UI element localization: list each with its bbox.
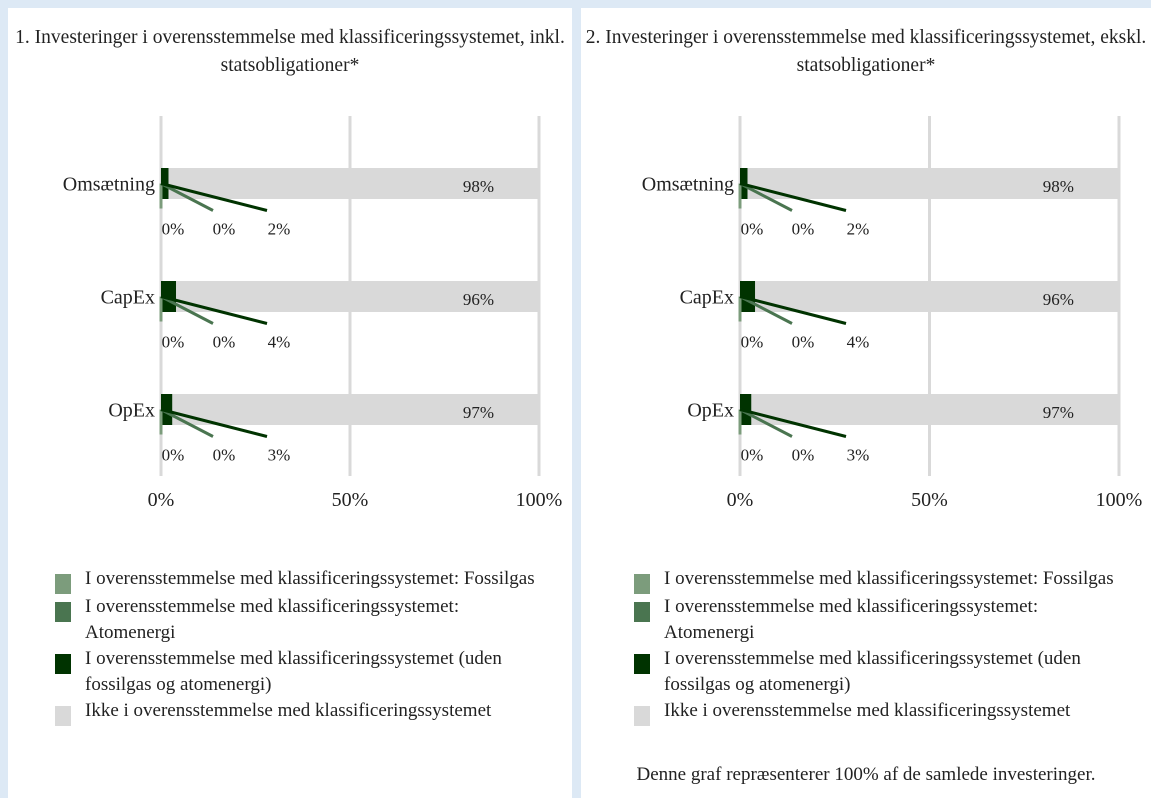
legend-item-not-aligned: Ikke i overensstemmelse med klassificeri… bbox=[55, 698, 535, 726]
legend-label: I overensstemmelse med klassificeringssy… bbox=[85, 568, 535, 589]
legend-label: I overensstemmelse med klassificeringssy… bbox=[664, 568, 1114, 589]
legend-label: Ikke i overensstemmelse med klassificeri… bbox=[664, 700, 1071, 721]
x-tick-label: 50% bbox=[332, 489, 369, 511]
leader-line bbox=[160, 182, 214, 212]
legend-label: Ikke i overensstemmelse med klassificeri… bbox=[85, 700, 492, 721]
chart-panel-2: 2. Investeringer i overensstemmelse med … bbox=[581, 8, 1151, 798]
data-label: 4% bbox=[847, 333, 870, 352]
data-label: 96% bbox=[1043, 290, 1074, 309]
leader-line bbox=[739, 295, 847, 325]
data-label: 98% bbox=[1043, 177, 1074, 196]
category-label: OpEx bbox=[687, 400, 734, 422]
legend-item-fossilgas: I overensstemmelse med klassificeringssy… bbox=[55, 566, 535, 594]
chart-note: Denne graf repræsenterer 100% af de saml… bbox=[636, 764, 1096, 785]
leader-line bbox=[160, 295, 214, 325]
data-label: 97% bbox=[463, 403, 494, 422]
data-label: 0% bbox=[792, 446, 815, 465]
data-label: 0% bbox=[162, 333, 185, 352]
bar-segment bbox=[172, 394, 539, 425]
chart-panel-1: 1. Investeringer i overensstemmelse med … bbox=[8, 8, 572, 798]
legend-swatch bbox=[55, 706, 71, 726]
legend-swatch bbox=[634, 574, 650, 594]
category-label: OpEx bbox=[108, 400, 155, 422]
data-label: 0% bbox=[162, 220, 185, 239]
bar-chart: 0% 50% 100% Omsætning 98% 0% 0% 2% CapEx 96% 0% 0% 4… bbox=[63, 116, 563, 511]
x-tick-label: 100% bbox=[516, 489, 563, 511]
data-label: 97% bbox=[1043, 403, 1074, 422]
bar-segment bbox=[740, 281, 756, 312]
data-label: 0% bbox=[741, 446, 764, 465]
leader-line bbox=[739, 408, 793, 438]
data-label: 96% bbox=[463, 290, 494, 309]
data-label: 0% bbox=[792, 220, 815, 239]
bar-chart: 0% 50% 100% Omsætning 98% 0% 0% 2% CapEx 96% 0% 0% 4… bbox=[642, 116, 1143, 511]
legend-label: I overensstemmelse med klassificeringssy… bbox=[664, 648, 1081, 695]
legend-label: I overensstemmelse med klassificeringssy… bbox=[664, 596, 1039, 643]
legend-swatch bbox=[634, 654, 650, 674]
legend-swatch bbox=[55, 654, 71, 674]
leader-line bbox=[739, 182, 793, 212]
x-tick-label: 0% bbox=[727, 489, 754, 511]
chart-legend: I overensstemmelse med klassificeringssy… bbox=[634, 566, 1114, 726]
leader-line bbox=[739, 182, 847, 212]
data-label: 3% bbox=[268, 446, 291, 465]
bar-segment bbox=[161, 281, 177, 312]
legend-swatch bbox=[634, 706, 650, 726]
legend-label: I overensstemmelse med klassificeringssy… bbox=[85, 648, 502, 695]
legend-item-atomenergi: I overensstemmelse med klassificeringssy… bbox=[634, 594, 1114, 646]
leader-line bbox=[160, 408, 268, 438]
bar-segment bbox=[168, 168, 539, 199]
x-tick-label: 100% bbox=[1096, 489, 1143, 511]
category-label: Omsætning bbox=[642, 174, 734, 196]
data-label: 4% bbox=[268, 333, 291, 352]
category-label: Omsætning bbox=[63, 174, 155, 196]
leader-line bbox=[739, 295, 793, 325]
legend-swatch bbox=[634, 602, 650, 622]
leader-line bbox=[739, 408, 847, 438]
category-label: CapEx bbox=[101, 287, 155, 309]
legend-swatch bbox=[55, 574, 71, 594]
data-label: 2% bbox=[268, 220, 291, 239]
legend-item-aligned-other: I overensstemmelse med klassificeringssy… bbox=[55, 646, 535, 698]
leader-line bbox=[160, 408, 214, 438]
legend-item-fossilgas: I overensstemmelse med klassificeringssy… bbox=[634, 566, 1114, 594]
data-label: 0% bbox=[213, 446, 236, 465]
category-label: CapEx bbox=[680, 287, 734, 309]
leader-line bbox=[160, 295, 268, 325]
bar-segment bbox=[747, 168, 1119, 199]
leader-line bbox=[160, 182, 268, 212]
bar-segment bbox=[751, 394, 1119, 425]
data-label: 98% bbox=[463, 177, 494, 196]
data-label: 0% bbox=[741, 333, 764, 352]
bar-segment bbox=[176, 281, 539, 312]
x-tick-label: 0% bbox=[148, 489, 175, 511]
legend-item-atomenergi: I overensstemmelse med klassificeringssy… bbox=[55, 594, 535, 646]
data-label: 3% bbox=[847, 446, 870, 465]
data-label: 0% bbox=[213, 220, 236, 239]
legend-label: I overensstemmelse med klassificeringssy… bbox=[85, 596, 460, 643]
legend-item-aligned-other: I overensstemmelse med klassificeringssy… bbox=[634, 646, 1114, 698]
data-label: 0% bbox=[792, 333, 815, 352]
data-label: 0% bbox=[213, 333, 236, 352]
legend-swatch bbox=[55, 602, 71, 622]
data-label: 2% bbox=[847, 220, 870, 239]
data-label: 0% bbox=[162, 446, 185, 465]
legend-item-not-aligned: Ikke i overensstemmelse med klassificeri… bbox=[634, 698, 1114, 726]
chart-legend: I overensstemmelse med klassificeringssy… bbox=[55, 566, 535, 726]
data-label: 0% bbox=[741, 220, 764, 239]
x-tick-label: 50% bbox=[911, 489, 948, 511]
chart-title: 2. Investeringer i overensstemmelse med … bbox=[585, 27, 1147, 76]
bar-segment bbox=[755, 281, 1119, 312]
chart-title: 1. Investeringer i overensstemmelse med … bbox=[15, 27, 565, 76]
